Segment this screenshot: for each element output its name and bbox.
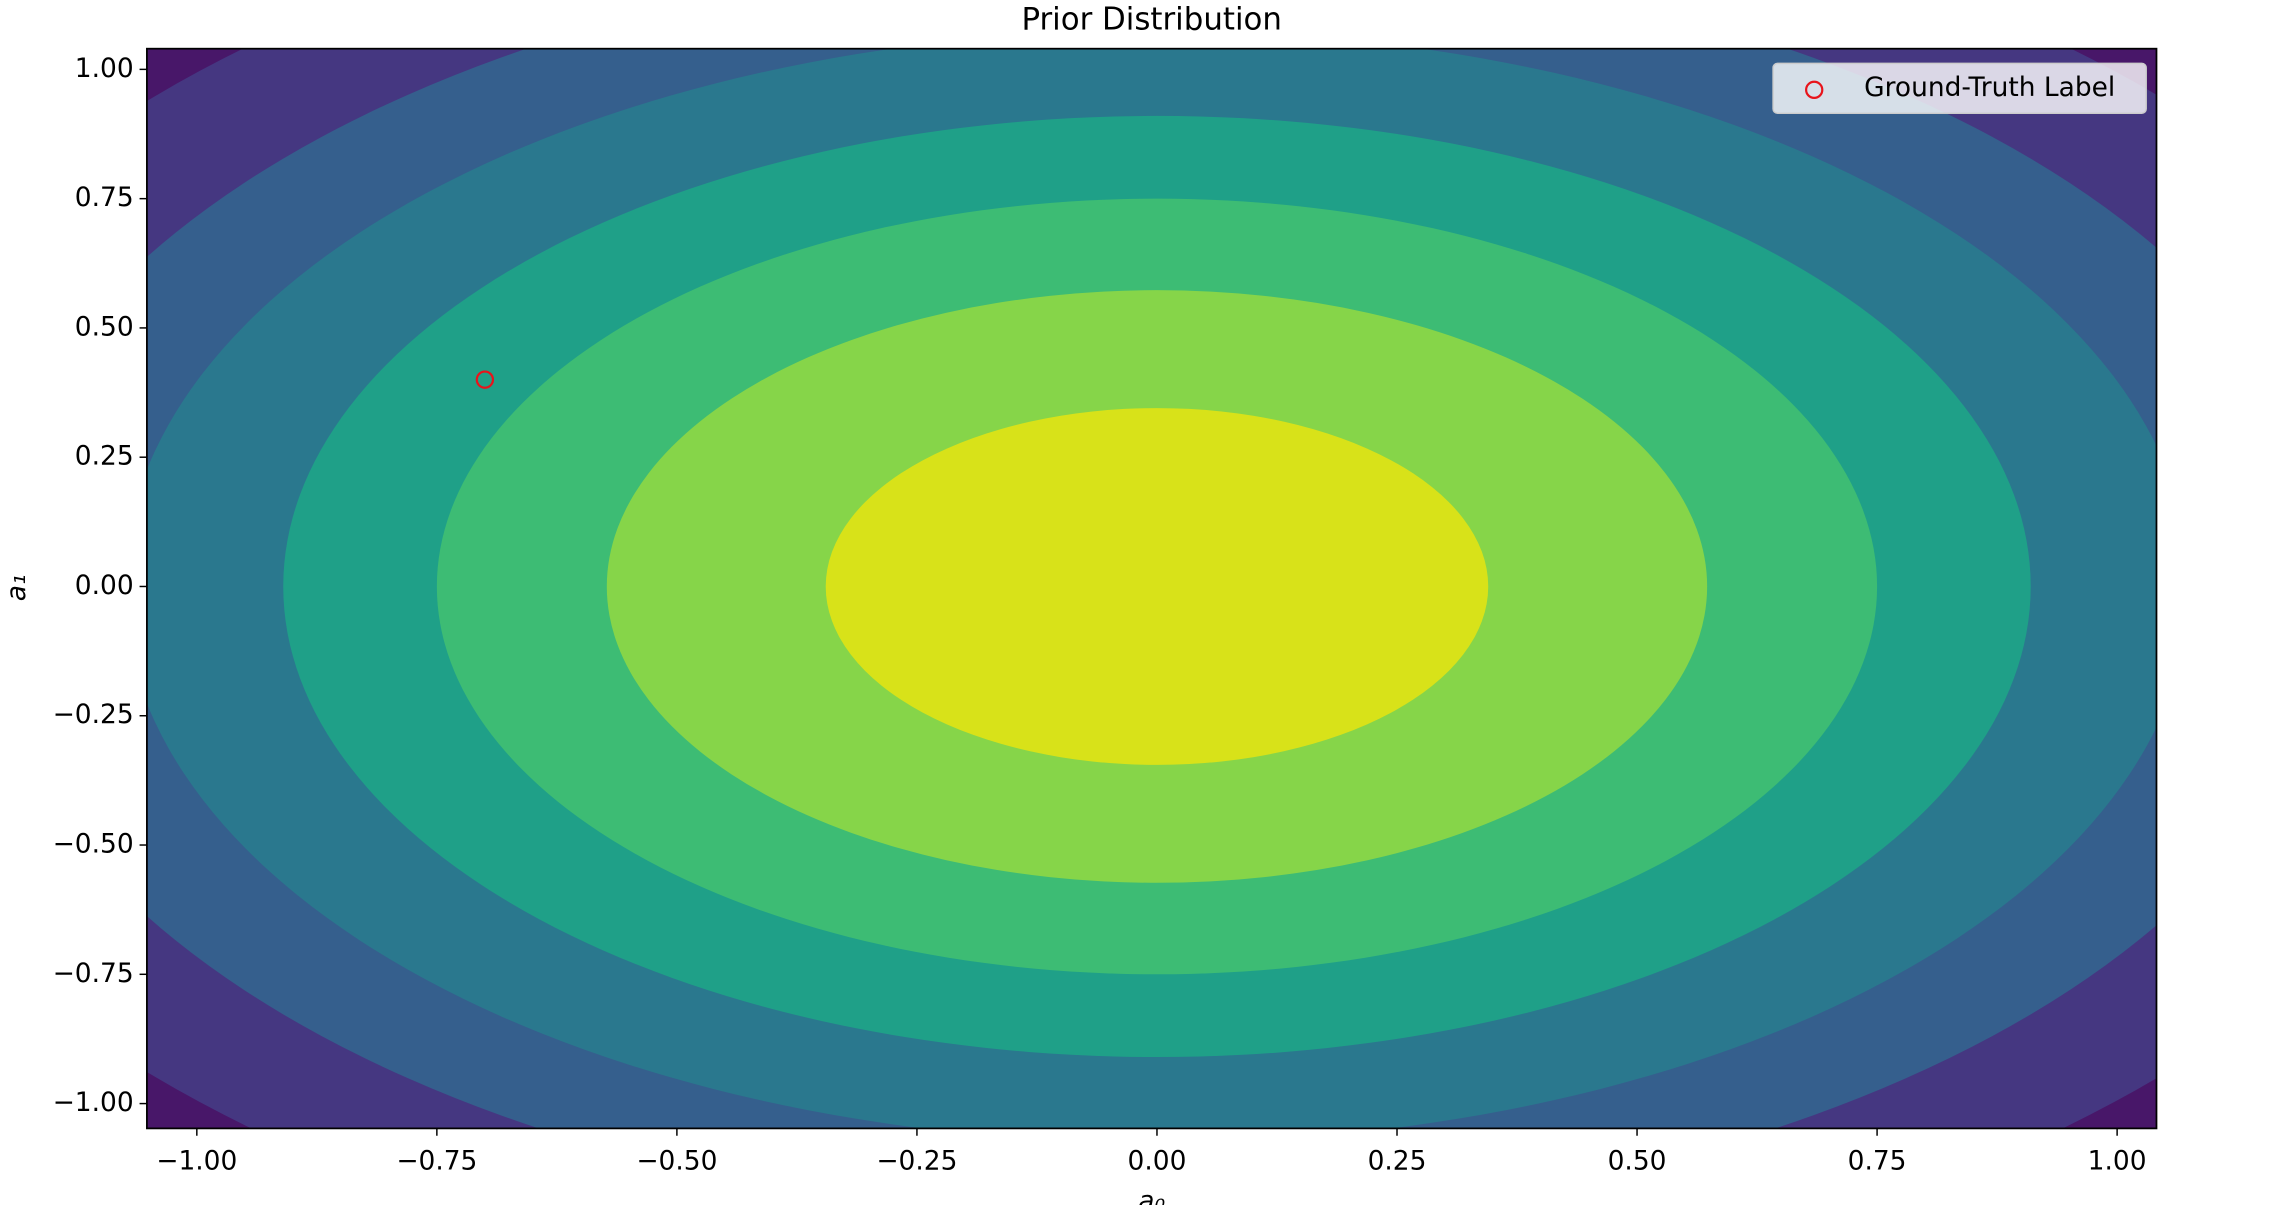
y-tick-label: −0.25 — [53, 699, 134, 730]
x-tick-label: −1.00 — [156, 1146, 237, 1177]
contour-region — [825, 408, 1489, 765]
y-tick-label: −0.50 — [53, 829, 134, 860]
y-tick-label: 0.50 — [75, 311, 134, 342]
x-tick-label: 0.50 — [1608, 1146, 1667, 1177]
y-tick-label: 0.75 — [75, 182, 134, 213]
legend-label: Ground-Truth Label — [1864, 72, 2115, 103]
x-tick-label: 0.75 — [1848, 1146, 1907, 1177]
x-tick-label: −0.75 — [396, 1146, 477, 1177]
x-tick-label: 0.00 — [1128, 1146, 1187, 1177]
scatter-point — [475, 370, 495, 389]
y-tick-label: −0.75 — [53, 958, 134, 989]
y-tick-label: 1.00 — [75, 53, 134, 84]
y-tick-label: 0.25 — [75, 441, 134, 472]
x-tick-label: −0.50 — [636, 1146, 717, 1177]
x-tick-label: 0.25 — [1368, 1146, 1427, 1177]
plot-frame — [146, 47, 2158, 1130]
x-tick-label: 1.00 — [2088, 1146, 2147, 1177]
legend-box — [1772, 62, 2147, 115]
chart-title: Prior Distribution — [1021, 1, 1281, 37]
y-tick-label: 0.00 — [75, 570, 134, 601]
y-tick-label: −1.00 — [53, 1087, 134, 1118]
legend-marker — [1805, 80, 1824, 100]
x-axis-label: a₀ — [1138, 1185, 1165, 1205]
y-axis-label: a₁ — [1, 574, 32, 601]
x-tick-label: −0.25 — [876, 1146, 957, 1177]
